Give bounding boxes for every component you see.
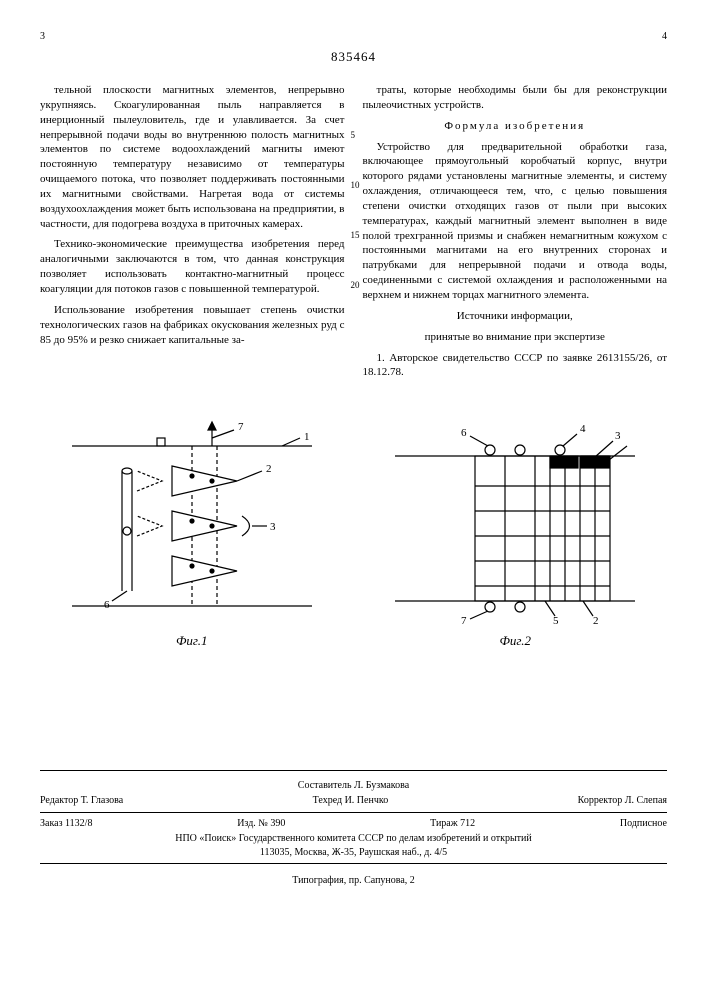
page-num-right: 4 — [662, 30, 667, 44]
line-num: 15 — [351, 229, 360, 241]
document-number: 835464 — [40, 48, 667, 66]
callout-2: 2 — [266, 463, 272, 475]
printer: Типография, пр. Сапунова, 2 — [40, 874, 667, 888]
fig1-svg: 7 1 2 3 6 — [62, 416, 322, 626]
para: Использование изобретения повышает степе… — [40, 303, 345, 348]
line-num: 20 — [351, 279, 360, 291]
subscription: Подписное — [620, 817, 667, 831]
credits-block: Составитель Л. Бузмакова Редактор Т. Гла… — [40, 779, 667, 888]
left-column: тельной плоскости магнитных элементов, н… — [40, 83, 345, 386]
fig2-label: Фиг.2 — [364, 632, 668, 650]
callout-1: 1 — [304, 431, 310, 443]
callout-3: 3 — [270, 521, 276, 533]
text-columns: тельной плоскости магнитных элементов, н… — [40, 83, 667, 386]
figure-1: 7 1 2 3 6 Фиг.1 — [40, 416, 344, 650]
page-num-left: 3 — [40, 30, 45, 44]
tirazh: Тираж 712 — [430, 817, 475, 831]
figure-2: 6 4 3 7 5 2 Фиг.2 — [364, 416, 668, 650]
sources-sub: принятые во внимание при экспертизе — [363, 330, 668, 345]
callout-7: 7 — [461, 615, 467, 626]
izd: Изд. № 390 — [237, 817, 285, 831]
address: 113035, Москва, Ж-35, Раушская наб., д. … — [40, 846, 667, 860]
compiler: Составитель Л. Бузмакова — [40, 779, 667, 793]
sources-title: Источники информации, — [363, 309, 668, 324]
callout-7: 7 — [238, 421, 244, 433]
source-item: 1. Авторское свидетельство СССР по заявк… — [363, 351, 668, 381]
techred: Техред И. Пенчко — [313, 794, 389, 808]
callout-3b: 3 — [615, 430, 621, 442]
divider — [40, 770, 667, 771]
right-column: 5 10 15 20 траты, которые необходимы был… — [363, 83, 668, 386]
figures-row: 7 1 2 3 6 Фиг.1 — [40, 416, 667, 650]
claim-para: Устройство для предварительной обработки… — [363, 140, 668, 303]
corrector: Корректор Л. Слепая — [578, 794, 667, 808]
para: Технико-экономические преимущества изобр… — [40, 237, 345, 296]
callout-4: 4 — [580, 423, 586, 435]
fig2-svg: 6 4 3 7 5 2 — [375, 416, 655, 626]
npo: НПО «Поиск» Государственного комитета СС… — [40, 832, 667, 846]
para: траты, которые необходимы были бы для ре… — [363, 83, 668, 113]
callout-6: 6 — [104, 599, 110, 611]
order: Заказ 1132/8 — [40, 817, 92, 831]
callout-5: 5 — [553, 615, 559, 626]
fig1-label: Фиг.1 — [40, 632, 344, 650]
line-num: 10 — [351, 179, 360, 191]
callout-2: 2 — [593, 615, 599, 626]
callout-6: 6 — [461, 427, 467, 439]
editor: Редактор Т. Глазова — [40, 794, 123, 808]
formula-title: Формула изобретения — [363, 119, 668, 134]
para: тельной плоскости магнитных элементов, н… — [40, 83, 345, 231]
line-num: 5 — [351, 129, 356, 141]
